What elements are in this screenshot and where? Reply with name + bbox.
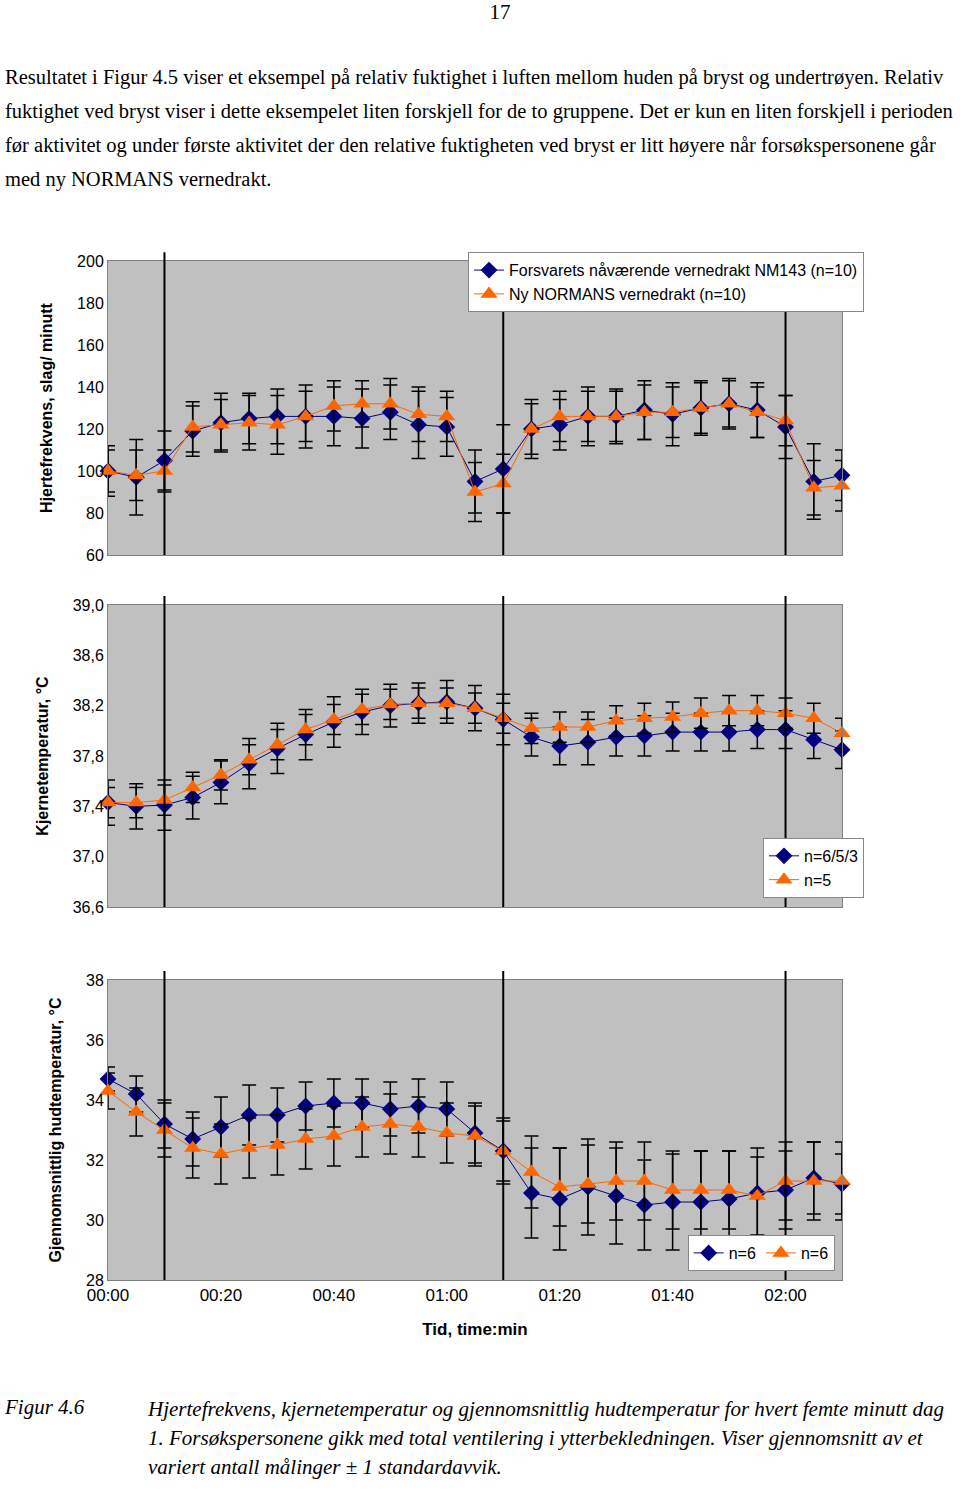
svg-text:34: 34 [86, 1092, 104, 1109]
svg-text:37,4: 37,4 [73, 798, 104, 815]
svg-text:180: 180 [77, 295, 104, 312]
svg-text:120: 120 [77, 421, 104, 438]
svg-text:39,0: 39,0 [73, 597, 104, 614]
svg-text:00:00: 00:00 [87, 1286, 130, 1305]
svg-text:00:20: 00:20 [200, 1286, 243, 1305]
svg-text:n=5: n=5 [804, 872, 831, 889]
svg-text:01:40: 01:40 [651, 1286, 694, 1305]
svg-text:Tid, time:min: Tid, time:min [422, 1320, 527, 1339]
html-text:Figur 4.6: Figur 4.6 [5, 1395, 85, 1419]
html-text:Resultatet i Figur 4.5 viser e: Resultatet i Figur 4.5 viser et eksempel… [5, 66, 953, 190]
svg-text:30: 30 [86, 1212, 104, 1229]
html-text:17: 17 [489, 0, 511, 24]
svg-text:160: 160 [77, 337, 104, 354]
svg-text:n=6: n=6 [729, 1245, 756, 1262]
svg-text:Gjennomsnittlig hudtemperatur,: Gjennomsnittlig hudtemperatur, °C [47, 997, 64, 1263]
svg-text:37,0: 37,0 [73, 848, 104, 865]
html-text:Hjertefrekvens, kjernetemperat: Hjertefrekvens, kjernetemperatur og gjen… [148, 1397, 944, 1479]
svg-text:32: 32 [86, 1152, 104, 1169]
svg-text:02:00: 02:00 [764, 1286, 807, 1305]
svg-text:Kjernetemperatur, °C: Kjernetemperatur, °C [34, 676, 51, 836]
svg-text:60: 60 [86, 547, 104, 564]
svg-text:Ny NORMANS vernedrakt (n=10): Ny NORMANS vernedrakt (n=10) [509, 286, 746, 303]
svg-text:Hjertefrekvens, slag/ minutt: Hjertefrekvens, slag/ minutt [38, 302, 55, 513]
svg-text:200: 200 [77, 253, 104, 270]
svg-text:00:40: 00:40 [313, 1286, 356, 1305]
svg-text:100: 100 [77, 463, 104, 480]
svg-text:28: 28 [86, 1272, 104, 1289]
svg-text:38: 38 [86, 972, 104, 989]
svg-text:Forsvarets nåværende vernedrak: Forsvarets nåværende vernedrakt NM143 (n… [509, 262, 857, 279]
svg-text:01:20: 01:20 [538, 1286, 581, 1305]
svg-text:36,6: 36,6 [73, 899, 104, 916]
svg-text:37,8: 37,8 [73, 748, 104, 765]
svg-text:n=6: n=6 [801, 1245, 828, 1262]
svg-text:140: 140 [77, 379, 104, 396]
svg-text:38,6: 38,6 [73, 647, 104, 664]
svg-text:80: 80 [86, 505, 104, 522]
svg-text:36: 36 [86, 1032, 104, 1049]
svg-text:38,2: 38,2 [73, 697, 104, 714]
svg-text:01:00: 01:00 [425, 1286, 468, 1305]
svg-text:n=6/5/3: n=6/5/3 [804, 848, 858, 865]
